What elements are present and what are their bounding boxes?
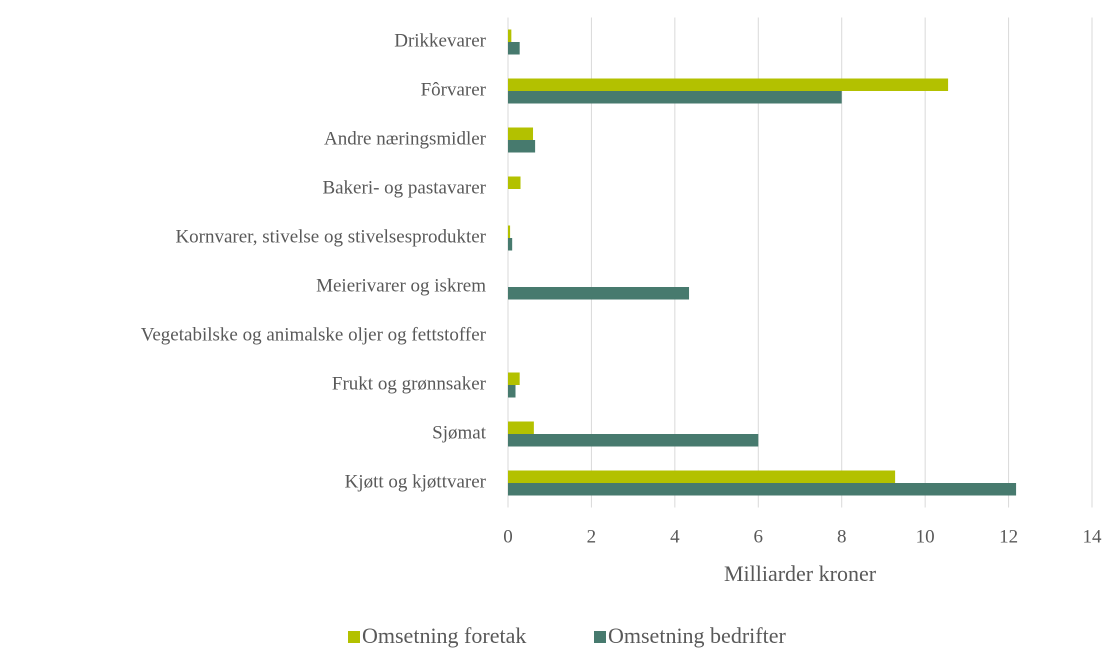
x-tick-label: 6: [754, 526, 764, 547]
y-tick-label: Fôrvarer: [421, 79, 487, 100]
bar: [508, 42, 520, 55]
bar: [508, 434, 759, 447]
y-tick-label: Sjømat: [432, 422, 487, 443]
bar: [508, 140, 536, 153]
x-tick-label: 8: [837, 526, 847, 547]
bar: [508, 287, 690, 300]
y-tick-label: Meierivarer og iskrem: [316, 275, 486, 296]
bar: [508, 78, 949, 91]
y-tick-label: Drikkevarer: [394, 30, 486, 51]
y-tick-label: Frukt og grønnsaker: [332, 373, 487, 394]
bar: [508, 421, 534, 434]
x-tick-label: 2: [587, 526, 597, 547]
y-tick-label: Bakeri- og pastavarer: [322, 177, 486, 198]
y-tick-label: Andre næringsmidler: [324, 128, 487, 149]
legend-label: Omsetning bedrifter: [608, 623, 786, 648]
x-tick-label: 0: [503, 526, 513, 547]
y-tick-label: Kornvarer, stivelse og stivelsesprodukte…: [175, 226, 486, 247]
x-tick-label: 10: [916, 526, 935, 547]
bar: [508, 176, 521, 189]
bar: [508, 372, 520, 385]
x-axis-title: Milliarder kroner: [724, 561, 877, 586]
x-tick-label: 14: [1083, 526, 1103, 547]
y-tick-label: Vegetabilske og animalske oljer og fetts…: [141, 324, 487, 345]
bar: [508, 470, 896, 483]
legend-swatch: [348, 631, 360, 643]
bar: [508, 91, 842, 104]
bar: [508, 238, 513, 251]
bar: [508, 29, 512, 42]
y-tick-label: Kjøtt og kjøttvarer: [345, 471, 487, 492]
bar: [508, 225, 511, 238]
bar: [508, 385, 516, 398]
x-tick-label: 4: [670, 526, 680, 547]
legend-swatch: [594, 631, 606, 643]
bar: [508, 127, 534, 140]
x-tick-label: 12: [999, 526, 1018, 547]
legend-label: Omsetning foretak: [362, 623, 526, 648]
bar: [508, 483, 1017, 496]
